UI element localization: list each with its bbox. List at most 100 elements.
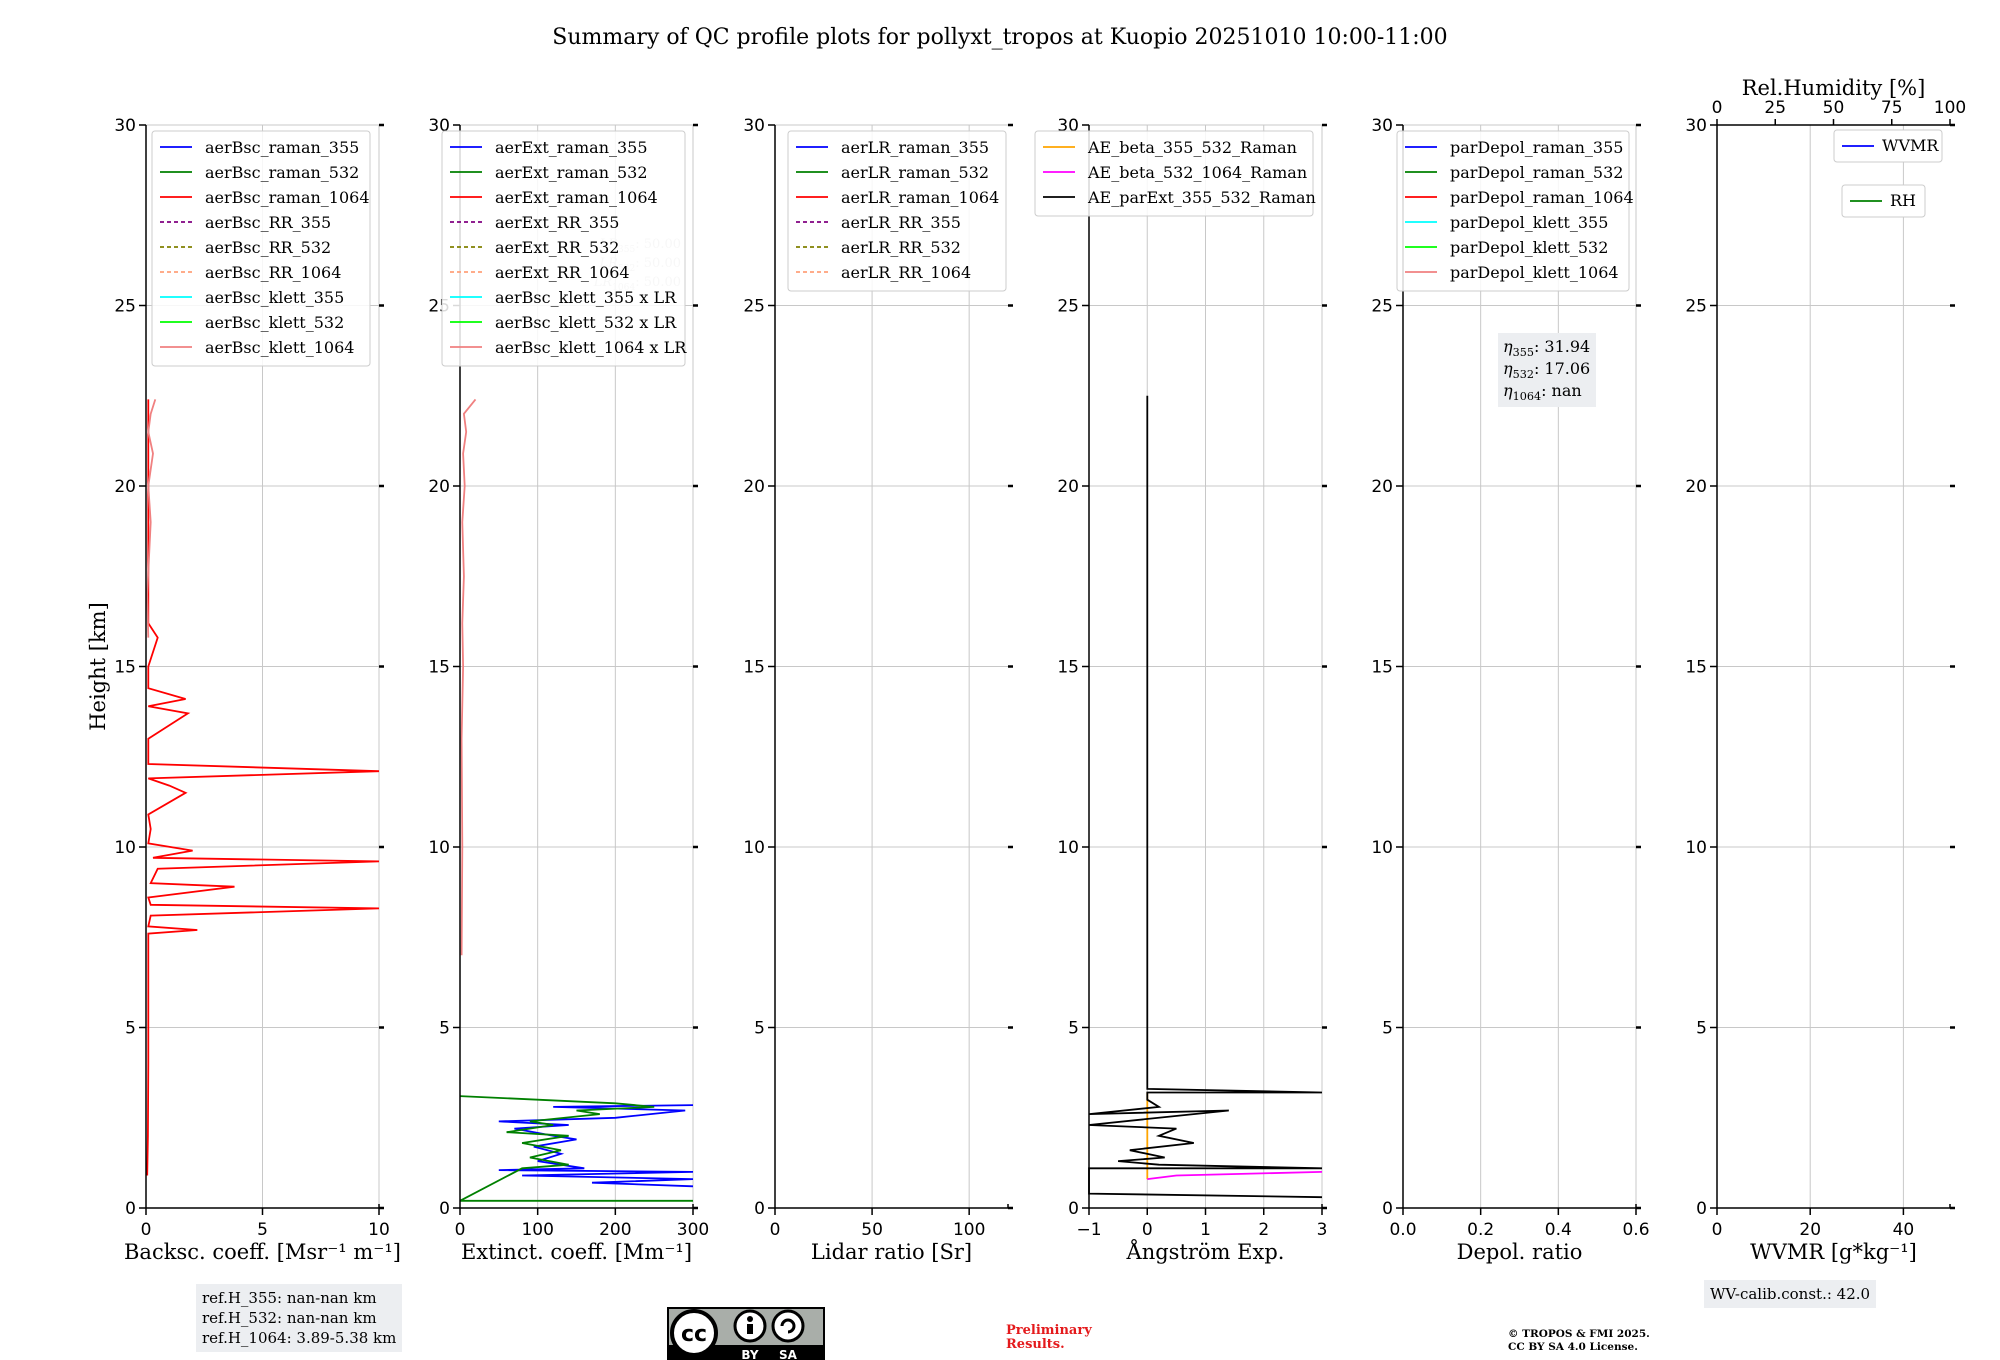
y-tick-label: 10	[1685, 838, 1707, 858]
y-tick-label: 5	[1382, 1019, 1393, 1039]
y-tick-label: 20	[1057, 477, 1079, 497]
legend-entry: aerBsc_klett_532	[205, 313, 344, 332]
cc-logo-icon	[670, 1309, 718, 1357]
reference-heights-box: ref.H_355: nan-nan km ref.H_532: nan-nan…	[196, 1284, 403, 1352]
legend-entry: aerLR_RR_532	[841, 238, 961, 257]
share-alike-icon	[771, 1309, 805, 1343]
legend-entry: parDepol_klett_1064	[1450, 263, 1619, 282]
legend-entry: aerBsc_raman_355	[205, 138, 359, 157]
y-tick-label: 10	[1371, 838, 1393, 858]
legend-entry: aerExt_RR_1064	[495, 263, 630, 282]
sa-label: SA	[779, 1348, 798, 1360]
cc-logo-text: cc	[681, 1322, 707, 1347]
y-tick-label: 25	[743, 297, 765, 317]
legend-entry: aerExt_raman_532	[495, 163, 648, 182]
y-tick-label: 0	[439, 1199, 450, 1219]
legend-entry: RH	[1890, 191, 1916, 210]
x-tick-label: 0	[1712, 1220, 1723, 1240]
y-axis-label: Height [km]	[86, 602, 110, 731]
eta-box	[1498, 333, 1596, 407]
series-line-AE_parExt_355_532_Raman	[1088, 395, 1323, 1199]
copyright-line-1: © TROPOS & FMI 2025.	[1508, 1328, 1650, 1340]
legend-entry: aerBsc_raman_532	[205, 163, 359, 182]
top-axis-tick-label: 0	[1712, 98, 1723, 118]
top-axis-tick-label: 75	[1881, 98, 1903, 118]
legend-box	[1833, 129, 1943, 163]
top-axis-tick-label: 50	[1823, 98, 1845, 118]
y-tick-label: 10	[743, 838, 765, 858]
legend-box	[441, 130, 686, 367]
x-tick-label: 0	[770, 1220, 781, 1240]
legend-entry: parDepol_klett_355	[1450, 213, 1608, 232]
legend-entry: AE_beta_355_532_Raman	[1087, 138, 1297, 157]
x-axis-label-depolarization: Depol. ratio	[1457, 1240, 1583, 1264]
legend-entry: parDepol_klett_532	[1450, 238, 1608, 257]
x-tick-label: −1	[1076, 1220, 1101, 1240]
legend-entry: parDepol_raman_532	[1450, 163, 1623, 182]
y-tick-label: 0	[1068, 1199, 1079, 1219]
y-tick-label: 20	[428, 477, 450, 497]
legend-entry: parDepol_raman_1064	[1450, 188, 1634, 207]
y-tick-label: 10	[428, 838, 450, 858]
y-tick-label: 30	[1371, 116, 1393, 136]
y-tick-label: 30	[1685, 116, 1707, 136]
preliminary-line-1: Preliminary	[1006, 1323, 1092, 1338]
top-axis-tick-label: 25	[1764, 98, 1786, 118]
preliminary-results-note: Preliminary Results.	[1006, 1324, 1092, 1352]
y-tick-label: 20	[1371, 477, 1393, 497]
y-tick-label: 25	[114, 297, 136, 317]
legend-entry: aerBsc_klett_1064	[205, 338, 354, 357]
y-tick-label: 15	[114, 658, 136, 678]
x-tick-label: 0.6	[1622, 1220, 1649, 1240]
y-tick-label: 15	[1371, 658, 1393, 678]
x-tick-label: 50	[861, 1220, 883, 1240]
x-axis-label-extinction: Extinct. coeff. [Mm⁻¹]	[461, 1240, 692, 1264]
ref-height-355: ref.H_355: nan-nan km	[202, 1289, 377, 1307]
x-tick-label: 20	[1799, 1220, 1821, 1240]
wv-calibration-constant: WV-calib.const.: 42.0	[1710, 1285, 1871, 1303]
x-axis-label-backscatter: Backsc. coeff. [Msr⁻¹ m⁻¹]	[124, 1240, 401, 1264]
legend-entry: aerExt_RR_532	[495, 238, 619, 257]
legend-entry: aerBsc_raman_1064	[205, 188, 370, 207]
x-tick-label: 0	[1142, 1220, 1153, 1240]
ref-height-532: ref.H_532: nan-nan km	[202, 1309, 377, 1327]
x-tick-label: 2	[1258, 1220, 1269, 1240]
legend-box	[1396, 130, 1630, 292]
legend-box	[787, 130, 1007, 292]
y-tick-label: 15	[1057, 658, 1079, 678]
legend-entry: AE_parExt_355_532_Raman	[1087, 188, 1316, 207]
legend-entry: AE_beta_532_1064_Raman	[1087, 163, 1307, 182]
series-line-aerBsc_raman_1064	[146, 399, 380, 1176]
legend-entry: aerBsc_RR_355	[205, 213, 331, 232]
x-tick-label: 100	[521, 1220, 553, 1240]
eta-label: η532: 17.06	[1503, 359, 1590, 381]
legend-entry: WVMR	[1882, 136, 1939, 155]
legend-entry: aerBsc_RR_532	[205, 238, 331, 257]
legend-entry: parDepol_raman_355	[1450, 138, 1623, 157]
legend-entry: aerLR_raman_532	[841, 163, 989, 182]
legend-entry: aerLR_RR_355	[841, 213, 961, 232]
y-tick-label: 5	[754, 1019, 765, 1039]
x-axis-label-angstrom: Ångström Exp.	[1126, 1239, 1285, 1264]
series-line-aerBsc_klett_1064	[146, 399, 157, 638]
legend-entry: aerLR_raman_355	[841, 138, 989, 157]
series-line-aerExt_raman_532	[459, 1095, 693, 1202]
y-tick-label: 20	[743, 477, 765, 497]
y-tick-label: 10	[1057, 838, 1079, 858]
legend-entry: aerExt_raman_1064	[495, 188, 658, 207]
x-tick-label: 1	[1200, 1220, 1211, 1240]
x-tick-label: 200	[599, 1220, 631, 1240]
x-tick-label: 0.0	[1389, 1220, 1416, 1240]
x-tick-label: 0	[455, 1220, 466, 1240]
legend-entry: aerLR_raman_1064	[841, 188, 999, 207]
y-tick-label: 15	[743, 658, 765, 678]
y-tick-label: 25	[1371, 297, 1393, 317]
y-tick-label: 10	[114, 838, 136, 858]
y-tick-label: 25	[1057, 297, 1079, 317]
y-tick-label: 0	[125, 1199, 136, 1219]
x-tick-label: 5	[257, 1220, 268, 1240]
x-tick-label: 0	[141, 1220, 152, 1240]
